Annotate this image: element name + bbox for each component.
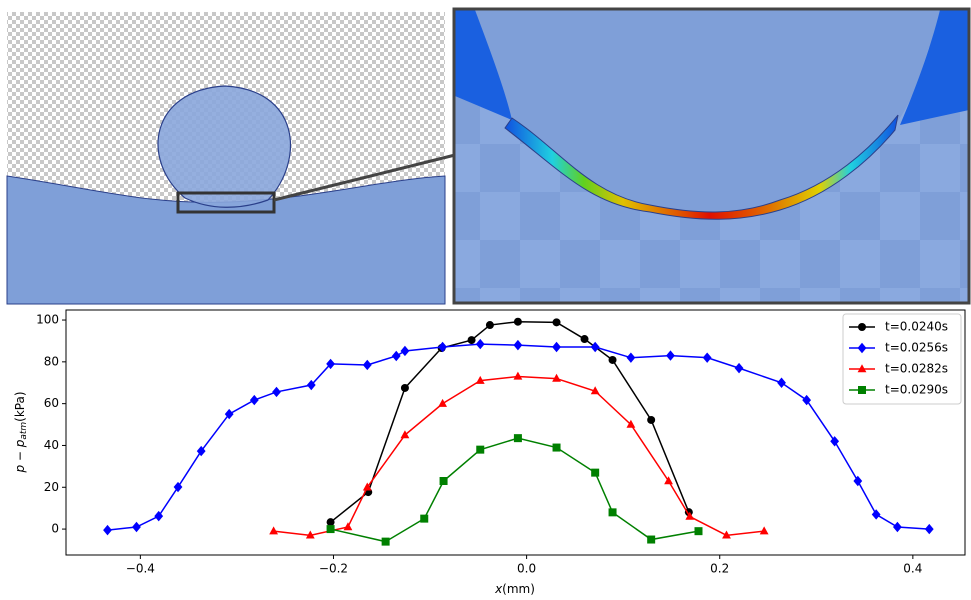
marker — [777, 377, 786, 388]
marker — [552, 443, 561, 452]
y-label-unit: (kPa) — [13, 391, 27, 421]
y-tick-label: 20 — [44, 480, 59, 494]
marker — [391, 350, 401, 362]
marker — [249, 394, 259, 406]
y-tick-label: 80 — [44, 354, 59, 368]
marker — [467, 336, 476, 345]
marker — [438, 398, 447, 407]
marker — [830, 436, 840, 447]
marker — [475, 338, 485, 350]
x-tick-label: 0.4 — [903, 562, 922, 576]
series-line — [330, 320, 690, 523]
marker — [362, 482, 372, 491]
marker — [196, 445, 206, 457]
marker — [513, 339, 523, 351]
marker — [734, 362, 744, 374]
y-axis-label: p − patm(kPa) — [13, 391, 29, 473]
simulation-zoom — [452, 7, 971, 305]
legend-marker — [857, 342, 867, 354]
x-tick-label: −0.2 — [319, 562, 348, 576]
x-tick-label: 0.0 — [517, 562, 536, 576]
marker — [666, 350, 675, 361]
marker — [893, 521, 902, 533]
marker — [513, 371, 523, 380]
marker — [647, 535, 656, 544]
marker — [103, 524, 112, 536]
marker — [362, 359, 372, 371]
marker — [647, 415, 656, 424]
x-label-unit: (mm) — [502, 582, 535, 596]
y-tick-label: 100 — [36, 313, 59, 327]
marker — [154, 510, 164, 522]
marker — [871, 509, 881, 520]
marker — [802, 394, 812, 406]
marker — [381, 537, 390, 546]
marker — [224, 408, 234, 420]
marker — [173, 481, 183, 493]
marker — [400, 383, 409, 392]
legend-marker — [858, 386, 866, 394]
legend-box — [842, 313, 962, 405]
y-tick-label: 0 — [51, 522, 59, 536]
marker — [694, 527, 703, 536]
x-tick-label: 0.2 — [710, 562, 729, 576]
marker — [513, 317, 522, 326]
x-label-var: x — [494, 582, 503, 596]
marker — [439, 476, 448, 485]
marker — [326, 518, 335, 527]
marker — [326, 525, 335, 534]
marker — [702, 352, 712, 363]
y-label-main: p − p — [13, 439, 27, 473]
legend-marker — [858, 323, 866, 331]
marker — [485, 321, 494, 330]
legend-label: t=0.0282s — [885, 362, 948, 376]
marker — [476, 445, 485, 454]
marker — [438, 341, 447, 353]
legend-label: t=0.0290s — [885, 383, 948, 397]
marker — [552, 318, 561, 327]
y-label-sub: atm — [19, 422, 29, 440]
marker — [722, 530, 731, 539]
x-axis-label: x(mm) — [494, 582, 535, 596]
y-tick-label: 40 — [44, 438, 59, 452]
marker — [269, 526, 279, 535]
simulation-overview — [6, 12, 456, 305]
marker — [759, 526, 769, 535]
marker — [853, 475, 863, 487]
marker — [475, 375, 485, 384]
marker — [513, 434, 522, 443]
marker — [608, 355, 617, 364]
marker — [400, 430, 410, 439]
marker — [306, 379, 316, 391]
marker — [580, 335, 589, 344]
marker — [343, 522, 353, 531]
marker — [590, 341, 600, 353]
marker — [590, 386, 600, 395]
marker — [272, 386, 281, 398]
marker — [326, 358, 335, 370]
marker — [924, 523, 934, 535]
marker — [420, 514, 429, 523]
marker — [552, 373, 561, 382]
marker — [305, 530, 315, 539]
marker — [552, 341, 561, 353]
marker — [400, 345, 410, 357]
x-tick-label: −0.4 — [126, 562, 155, 576]
marker — [626, 352, 636, 363]
legend-label: t=0.0240s — [885, 320, 948, 334]
marker — [132, 521, 141, 533]
series-line — [330, 437, 699, 543]
legend-marker — [857, 364, 867, 373]
marker — [626, 419, 636, 428]
marker — [608, 508, 617, 517]
marker — [591, 468, 600, 477]
y-tick-label: 60 — [44, 396, 59, 410]
legend-label: t=0.0256s — [885, 341, 948, 355]
marker — [685, 511, 695, 520]
plot-frame — [65, 309, 966, 556]
marker — [664, 476, 673, 485]
